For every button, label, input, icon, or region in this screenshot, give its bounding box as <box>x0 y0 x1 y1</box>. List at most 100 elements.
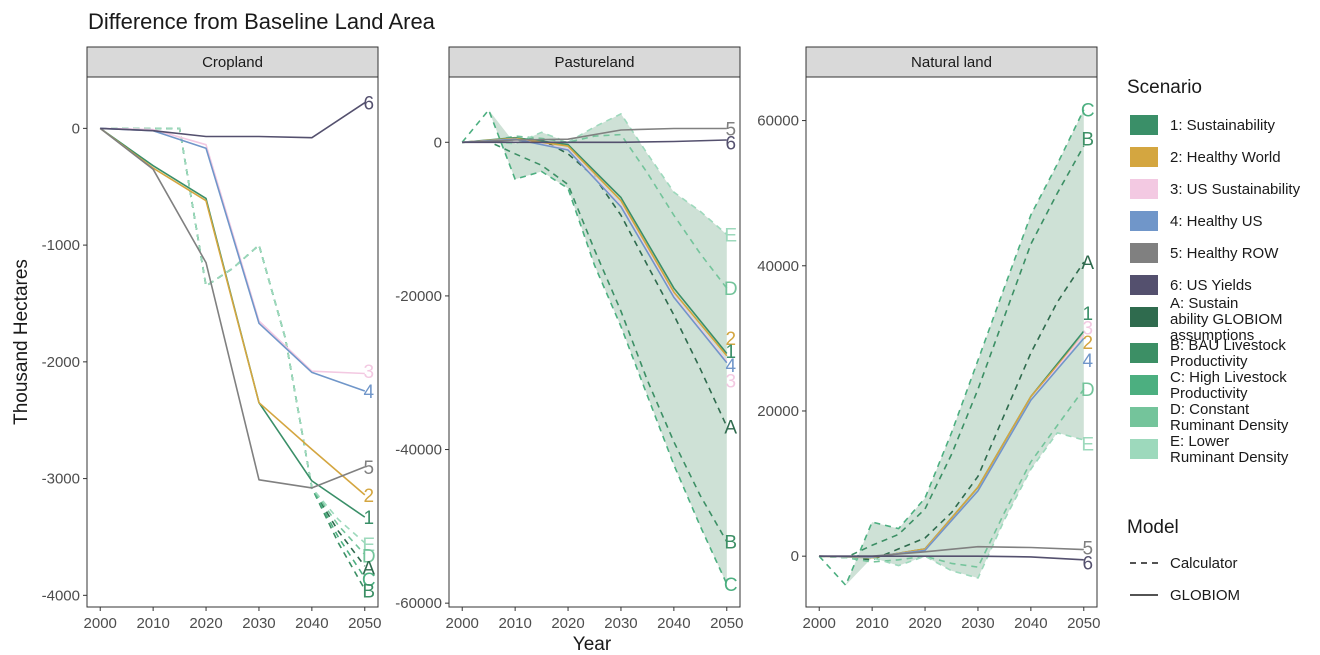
end-label-5: 5 <box>363 458 374 479</box>
end-label-b: B <box>1081 130 1094 151</box>
legend-key-3 <box>1130 179 1158 199</box>
x-axis-title: Year <box>573 634 612 655</box>
x-tick-label: 2050 <box>1067 615 1100 632</box>
y-tick-label: 20000 <box>757 403 799 420</box>
legend-label-d: Ruminant Density <box>1170 417 1289 434</box>
end-label-c: C <box>724 575 738 596</box>
end-label-5: 5 <box>725 119 736 140</box>
panel-frame <box>86 76 379 608</box>
series-line-e <box>100 127 366 544</box>
legend-label-5: 5: Healthy ROW <box>1170 245 1279 262</box>
end-label-d: D <box>724 279 738 300</box>
end-label-6: 6 <box>725 133 736 154</box>
y-tick-label: 0 <box>791 548 799 565</box>
legend-label-4: 4: Healthy US <box>1170 213 1263 230</box>
x-tick-label: 2030 <box>604 615 637 632</box>
legend-label-a: assumptions <box>1170 327 1254 344</box>
legend-key-6 <box>1130 275 1158 295</box>
series-line-5 <box>99 127 366 489</box>
legend-label-1: 1: Sustainability <box>1170 117 1276 134</box>
series-line-a <box>100 127 366 567</box>
series-line-a <box>819 261 1085 561</box>
end-label-4: 4 <box>363 382 374 403</box>
x-tick-label: 2020 <box>908 615 941 632</box>
end-label-3: 3 <box>363 362 374 383</box>
end-label-2: 2 <box>1082 333 1093 354</box>
end-label-c: C <box>362 570 376 591</box>
y-axis-title: Thousand Hectares <box>11 259 32 425</box>
x-tick-label: 2040 <box>295 615 328 632</box>
x-tick-label: 2030 <box>961 615 994 632</box>
end-label-b: B <box>362 582 375 603</box>
y-tick-label: 40000 <box>757 258 799 275</box>
end-label-a: A <box>724 417 737 438</box>
x-tick-label: 2030 <box>242 615 275 632</box>
facet-strip-label: Pastureland <box>554 54 634 71</box>
end-label-d: D <box>362 547 376 568</box>
legend-label-2: 2: Healthy World <box>1170 149 1281 166</box>
legend-key-5 <box>1130 243 1158 263</box>
panel-frame <box>448 76 741 608</box>
series-line-d <box>819 388 1085 568</box>
legend-label-calculator: Calculator <box>1170 555 1238 572</box>
y-tick-label: 0 <box>72 120 80 137</box>
legend-title-model: Model <box>1127 517 1179 538</box>
y-tick-label: -3000 <box>42 471 80 488</box>
legend-label-c: C: High Livestock <box>1170 369 1287 386</box>
end-label-5: 5 <box>1082 538 1093 559</box>
end-label-2: 2 <box>363 486 374 507</box>
facet-strip-label: Cropland <box>202 54 263 71</box>
facet-strip <box>86 46 379 78</box>
y-tick-label: -60000 <box>395 595 442 612</box>
end-label-e: E <box>362 535 375 556</box>
legend-label-globiom: GLOBIOM <box>1170 587 1240 604</box>
series-line-c <box>461 109 728 585</box>
end-label-e: E <box>724 225 737 246</box>
chart-title: Difference from Baseline Land Area <box>88 9 436 34</box>
y-tick-label: -1000 <box>42 237 80 254</box>
x-tick-label: 2000 <box>84 615 117 632</box>
legend-title-scenario: Scenario <box>1127 77 1202 98</box>
x-tick-label: 2040 <box>657 615 690 632</box>
legend-key-1 <box>1130 115 1158 135</box>
series-line-b <box>100 127 366 590</box>
end-label-6: 6 <box>363 94 374 115</box>
x-tick-label: 2050 <box>710 615 743 632</box>
legend-key-b <box>1130 343 1158 363</box>
end-label-2: 2 <box>725 329 736 350</box>
series-line-c <box>100 127 366 579</box>
series-line-c <box>818 109 1085 587</box>
series-line-3 <box>100 127 365 375</box>
x-tick-label: 2010 <box>136 615 169 632</box>
legend-label-6: 6: US Yields <box>1170 277 1252 294</box>
series-line-b <box>819 145 1085 559</box>
series-line-5 <box>462 127 727 144</box>
legend-key-e <box>1130 439 1158 459</box>
series-line-6 <box>100 102 366 139</box>
end-label-6: 6 <box>1082 554 1093 575</box>
series-line-2 <box>99 127 366 496</box>
legend-label-e: Ruminant Density <box>1170 449 1289 466</box>
x-tick-label: 2020 <box>189 615 222 632</box>
uncertainty-ribbon <box>462 110 727 584</box>
x-tick-label: 2010 <box>498 615 531 632</box>
end-label-b: B <box>724 533 737 554</box>
legend-label-d: D: Constant <box>1170 401 1250 418</box>
y-tick-label: -2000 <box>42 354 80 371</box>
legend-label-a: ability GLOBIOM <box>1170 311 1283 328</box>
x-tick-label: 2000 <box>446 615 479 632</box>
series-line-6 <box>819 555 1084 561</box>
facet-strip <box>448 46 741 78</box>
end-label-4: 4 <box>725 356 736 377</box>
legend-key-4 <box>1130 211 1158 231</box>
x-tick-label: 2040 <box>1014 615 1047 632</box>
end-label-a: A <box>362 558 375 579</box>
panel-frame <box>805 76 1098 608</box>
facet-strip <box>805 46 1098 78</box>
legend-key-2 <box>1130 147 1158 167</box>
x-tick-label: 2010 <box>855 615 888 632</box>
end-label-d: D <box>1081 380 1095 401</box>
